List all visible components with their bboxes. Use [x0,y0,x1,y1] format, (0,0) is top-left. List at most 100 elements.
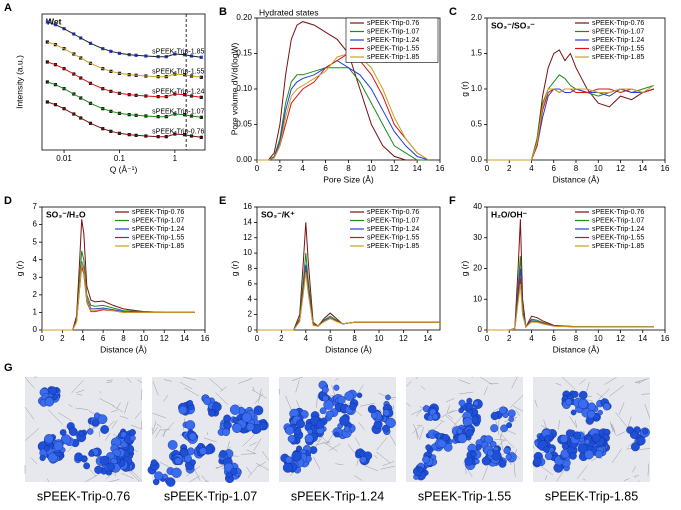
chain [335,463,344,466]
chain [463,462,473,478]
water-bead [437,438,447,448]
y-tick-label: 0.05 [236,120,252,129]
chain [358,421,365,430]
x-tick-label: 4 [304,334,309,343]
chain [106,381,113,383]
chain [459,391,474,395]
x-tick-label: 0 [485,334,490,343]
y-tick-label: 0 [478,325,483,334]
x-tick-label: 0.01 [56,154,72,163]
water-bead [474,458,480,465]
x-tick-label: 0 [485,164,490,173]
chain [58,412,72,421]
x-tick-label: 8 [121,334,126,343]
chain [405,381,412,387]
chain [611,424,616,433]
chain [359,402,375,407]
chain [106,379,113,382]
water-bead [584,439,591,445]
y-tick-label: 0 [248,325,253,334]
snapshot-caption: sPEEK-Trip-1.85 [545,489,638,503]
chain [205,480,209,483]
water-bead [88,450,95,457]
y-tick-label: 0.00 [236,155,252,164]
y-axis-label: g (r) [14,261,24,277]
water-bead [499,406,507,415]
chain [632,466,636,473]
water-bead [106,462,115,472]
chain [545,475,548,481]
chain [120,415,129,420]
chain [597,388,611,400]
x-tick-label: 2 [60,334,65,343]
water-bead [571,390,579,398]
series-line [42,266,195,331]
water-bead [466,397,473,404]
series-line [257,264,440,331]
x-tick-label: 12 [399,334,408,343]
y-axis-label: Pore volume dV/d(logW) [229,43,239,136]
legend-label: sPEEK-Trip-1.55 [132,234,184,241]
chain [587,395,593,398]
series-line [487,277,654,331]
water-bead [68,427,78,436]
y-tick-label: 16 [243,202,252,211]
water-bead [458,399,466,407]
chain [354,475,362,481]
water-bead [285,425,295,435]
water-bead [490,440,497,448]
series-line [257,272,440,331]
y-tick-label: 0.10 [236,84,252,93]
chain [24,376,35,389]
chain [30,457,38,465]
water-bead [349,402,357,411]
water-bead [321,386,329,394]
series-line [487,283,654,331]
x-tick-label: 0.1 [114,154,126,163]
chain [405,402,411,407]
legend-label: sPEEK-Trip-1.85 [592,243,644,250]
legend-label: sPEEK-Trip-1.24 [367,37,419,44]
water-bead [503,447,511,455]
chain [534,399,538,408]
data-point [45,100,49,104]
chain [347,444,356,454]
water-bead [464,456,474,466]
water-bead [97,414,108,425]
x-tick-label: 2 [507,164,512,173]
water-bead [232,423,242,433]
chain [155,428,162,438]
y-tick-label: 14 [243,217,252,226]
series-line [42,263,195,331]
water-bead [597,409,603,416]
water-bead [422,455,430,464]
water-bead [344,391,354,401]
water-bead [385,394,391,401]
chain [637,448,651,451]
chain [638,378,647,384]
chain [71,380,84,394]
panel-letter: D [4,195,12,207]
series-line [487,256,654,331]
water-bead [94,465,103,474]
fit-line [47,41,202,78]
chain [258,388,262,403]
series-line [257,253,440,331]
water-bead [457,433,468,444]
y-tick-label: 0.20 [236,13,252,22]
water-bead [473,400,479,407]
water-bead [543,446,550,453]
water-bead [253,405,264,416]
chain [412,425,421,434]
chain [558,419,560,430]
x-tick-label: 2 [278,164,283,173]
water-bead [87,428,94,435]
water-bead [185,420,196,431]
series-line [487,88,655,161]
chain [238,378,253,384]
chain [448,409,458,414]
water-bead [642,428,649,435]
water-bead [565,398,573,406]
water-bead [230,467,238,475]
chain [577,397,593,402]
